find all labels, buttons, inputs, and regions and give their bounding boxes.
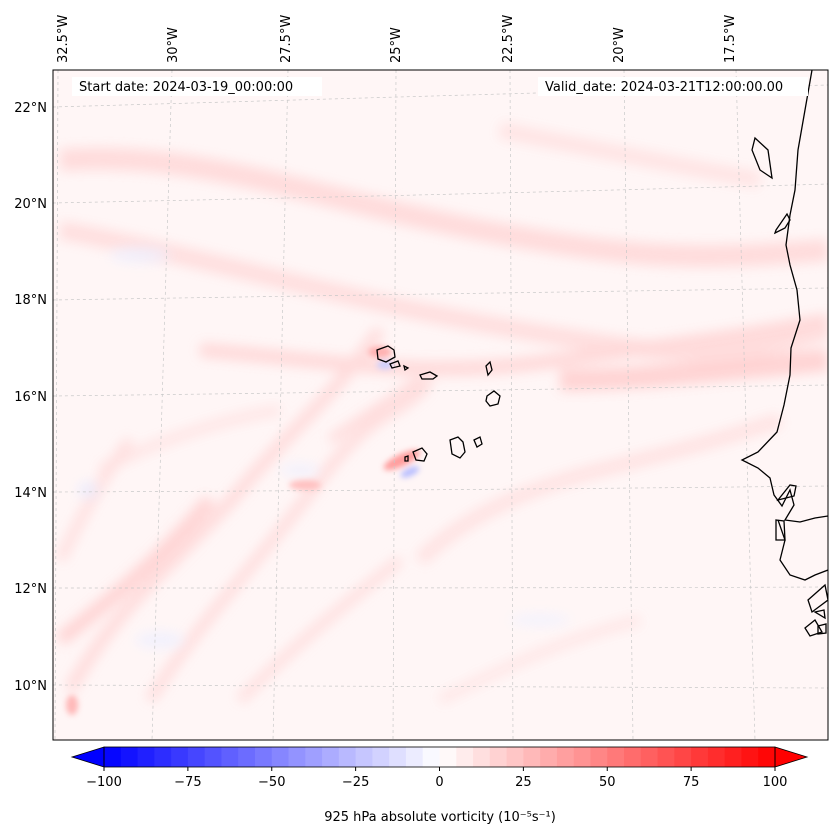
colorbar-tick-label: −100	[86, 775, 122, 790]
colorbar-cell	[389, 747, 407, 767]
colorbar-cell	[741, 747, 759, 767]
colorbar-tick-label: 75	[683, 775, 700, 790]
colorbar-cell	[691, 747, 709, 767]
colorbar-extend-max	[774, 746, 809, 768]
colorbar-tick-label: −50	[258, 775, 285, 790]
colorbar-cell	[154, 747, 172, 767]
colorbar-cell	[674, 747, 692, 767]
colorbar-tick-label: 0	[435, 775, 443, 790]
lat-label: 14°N	[14, 486, 47, 501]
negative-vorticity-patches	[78, 247, 570, 648]
colorbar-cell	[338, 747, 357, 767]
colorbar-cell	[322, 747, 340, 767]
colorbar-tick-label: 25	[515, 775, 532, 790]
lon-label: 32.5°W	[56, 15, 71, 63]
colorbar-cell	[590, 747, 608, 767]
colorbar-cell	[120, 747, 139, 767]
colorbar-cell	[271, 747, 290, 767]
colorbar-cell	[254, 747, 273, 767]
cape-verde-islands	[376, 345, 501, 462]
colorbar-cell	[624, 747, 642, 767]
lon-label: 22.5°W	[501, 15, 516, 63]
valid-date-label: Valid_date: 2024-03-21T12:00:00.00	[545, 80, 783, 95]
lon-label: 25°W	[389, 27, 404, 63]
colorbar-cell	[355, 747, 374, 767]
colorbar-ticks: −100 −75 −50 −25 0 25 50 75 100	[86, 767, 787, 790]
start-date-label: Start date: 2024-03-19_00:00:00	[79, 80, 293, 95]
colorbar-cell	[556, 747, 575, 767]
colorbar-label: 925 hPa absolute vorticity (10⁻⁵s⁻¹)	[324, 810, 556, 825]
colorbar-cell	[573, 747, 592, 767]
colorbar-cell	[187, 747, 206, 767]
colorbar-cell	[473, 747, 491, 767]
lon-label: 27.5°W	[279, 15, 294, 63]
lat-label: 12°N	[14, 582, 47, 597]
colorbar-cell	[506, 747, 524, 767]
colorbar-tick-label: 100	[763, 775, 788, 790]
lat-label: 18°N	[14, 293, 47, 308]
map-frame	[52, 69, 829, 741]
lon-label: 30°W	[166, 27, 181, 63]
colorbar-cell	[422, 747, 441, 767]
colorbar-cell	[405, 747, 424, 767]
map-panel	[53, 70, 828, 740]
colorbar-extend-min	[70, 746, 105, 768]
colorbar-cell	[724, 747, 743, 767]
lon-label: 17.5°W	[723, 15, 738, 63]
valid-date-box	[538, 77, 808, 96]
lon-label: 20°W	[612, 27, 627, 63]
colorbar-tick-label: −25	[342, 775, 369, 790]
colorbar-cell	[137, 747, 155, 767]
africa-coastline	[740, 70, 828, 523]
longitude-labels: 32.5°W 30°W 27.5°W 25°W 22.5°W 20°W 17.5…	[56, 15, 738, 63]
colorbar-cell	[523, 747, 541, 767]
lat-label: 16°N	[14, 390, 47, 405]
colorbar-cell	[640, 747, 659, 767]
latitude-labels: 22°N 20°N 18°N 16°N 14°N 12°N 10°N	[14, 101, 47, 694]
colorbar-cell	[758, 747, 776, 767]
colorbar-cell	[540, 747, 558, 767]
colorbar: −100 −75 −50 −25 0 25 50 75 100 925 hPa absolute…	[70, 746, 809, 825]
colorbar-cell	[288, 747, 306, 767]
start-date-box	[72, 77, 322, 96]
lat-label: 22°N	[14, 101, 47, 116]
lat-label: 10°N	[14, 679, 47, 694]
colorbar-cell	[204, 747, 223, 767]
colorbar-tick-label: −75	[174, 775, 201, 790]
colorbar-cell	[305, 747, 323, 767]
vorticity-field-streaks	[55, 122, 828, 705]
colorbar-cell	[657, 747, 675, 767]
map-gridlines	[53, 70, 828, 740]
lat-label: 20°N	[14, 197, 47, 212]
colorbar-cell	[607, 747, 625, 767]
colorbar-cell	[372, 747, 390, 767]
colorbar-cell	[171, 747, 189, 767]
colorbar-cell	[221, 747, 239, 767]
colorbar-cell	[238, 747, 256, 767]
colorbar-tick-label: 50	[599, 775, 616, 790]
coastlines	[740, 70, 828, 637]
colorbar-cell	[456, 747, 474, 767]
colorbar-cell	[707, 747, 726, 767]
island-wake-features	[66, 346, 421, 715]
colorbar-cell	[489, 747, 508, 767]
vorticity-field-background	[53, 70, 828, 740]
colorbar-cell	[439, 747, 457, 767]
colorbar-cell	[104, 747, 122, 767]
